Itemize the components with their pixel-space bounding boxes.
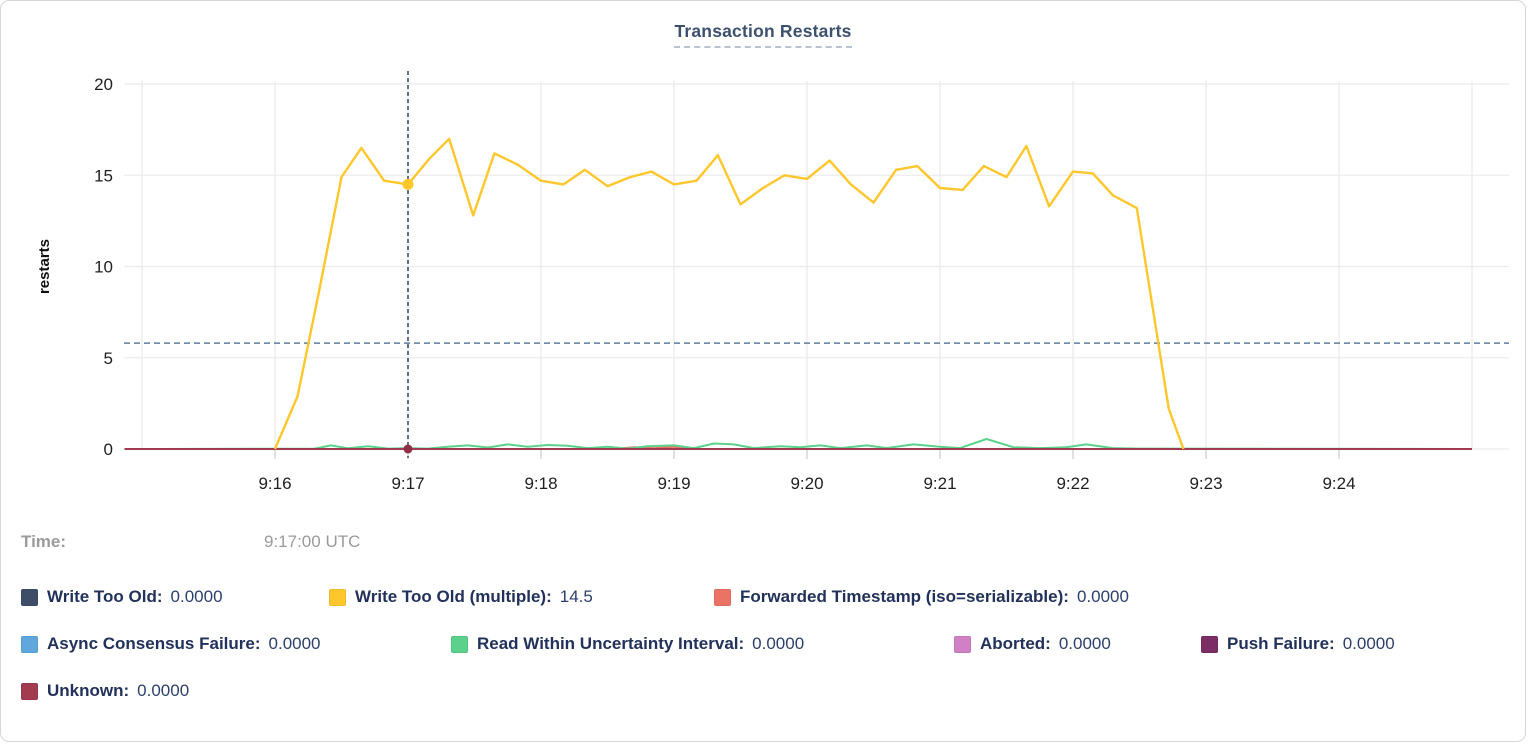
chart-plot-area[interactable]: 0 5 10 15 20 9:16 9:17 9:18 9:19 9:20 9:21 9:22 9:23… [1, 53, 1526, 518]
chart-title-wrap: Transaction Restarts [1, 21, 1525, 48]
legend-label: Write Too Old: [47, 587, 163, 606]
x-tick-label: 9:20 [790, 474, 823, 493]
legend-item-read-within-uncertainty-interval[interactable]: Read Within Uncertainty Interval: 0.0000 [451, 634, 804, 654]
legend-row-3: Unknown: 0.0000 [1, 681, 1525, 707]
legend-item-aborted[interactable]: Aborted: 0.0000 [954, 634, 1111, 654]
legend-value: 0.0000 [752, 634, 805, 653]
legend-value: 0.0000 [1058, 634, 1111, 653]
series-line-read-within-uncertainty-interval [155, 438, 1473, 450]
forwarded-timestamp-iso-serializable-swatch-icon [714, 588, 731, 606]
aborted-swatch-icon [954, 635, 971, 653]
legend-item-async-consensus-failure[interactable]: Async Consensus Failure: 0.0000 [21, 634, 321, 654]
legend-row-2: Async Consensus Failure: 0.0000 Read Withi… [1, 634, 1525, 660]
y-tick-label: 5 [104, 349, 113, 368]
x-tick-label: 9:21 [923, 474, 956, 493]
y-tick-label: 10 [94, 258, 113, 277]
legend-value: 0.0000 [268, 634, 321, 653]
legend-item-push-failure[interactable]: Push Failure: 0.0000 [1201, 634, 1395, 654]
cursor-time-row: Time: 9:17:00 UTC [1, 532, 1525, 558]
legend-value: 0.0000 [137, 681, 190, 700]
x-tick-label: 9:18 [524, 474, 557, 493]
legend-row-1: Write Too Old: 0.0000 Write Too Old (multi… [1, 587, 1525, 613]
series-line-write-too-old-multiple [273, 137, 1185, 450]
x-tick-label: 9:23 [1189, 474, 1222, 493]
legend-label: Push Failure: [1227, 634, 1335, 653]
legend-item-forwarded-timestamp-iso-serializable[interactable]: Forwarded Timestamp (iso=serializable): 0… [714, 587, 1129, 607]
cursor-time-label: Time: [21, 532, 67, 551]
push-failure-swatch-icon [1201, 635, 1218, 653]
legend-value: 14.5 [559, 587, 593, 606]
write-too-old-swatch-icon [21, 588, 38, 606]
hover-dot-write-too-old-multiple [402, 178, 414, 190]
hover-dot-unknown [403, 444, 413, 454]
chart-title[interactable]: Transaction Restarts [674, 21, 852, 48]
legend-item-write-too-old-multiple[interactable]: Write Too Old (multiple): 14.5 [329, 587, 593, 607]
unknown-swatch-icon [21, 682, 38, 700]
legend-value: 0.0000 [170, 587, 223, 606]
y-tick-label: 0 [104, 440, 113, 459]
cursor-time-value: 9:17:00 UTC [264, 532, 361, 551]
x-tick-label: 9:24 [1322, 474, 1355, 493]
legend-label: Forwarded Timestamp (iso=serializable): [740, 587, 1069, 606]
x-tick-label: 9:16 [258, 474, 291, 493]
y-tick-label: 20 [94, 75, 113, 94]
x-tick-label: 9:19 [657, 474, 690, 493]
legend-label: Read Within Uncertainty Interval: [477, 634, 745, 653]
y-tick-label: 15 [94, 166, 113, 185]
y-axis-label: restarts [36, 239, 53, 294]
legend-item-write-too-old[interactable]: Write Too Old: 0.0000 [21, 587, 223, 607]
legend-value: 0.0000 [1076, 587, 1129, 606]
x-tick-label: 9:22 [1056, 474, 1089, 493]
async-consensus-failure-swatch-icon [21, 635, 38, 653]
legend-value: 0.0000 [1342, 634, 1395, 653]
legend-item-unknown[interactable]: Unknown: 0.0000 [21, 681, 189, 701]
legend-label: Async Consensus Failure: [47, 634, 261, 653]
legend-label: Unknown: [47, 681, 130, 700]
write-too-old-multiple-swatch-icon [329, 588, 346, 606]
read-within-uncertainty-interval-swatch-icon [451, 635, 468, 653]
x-tick-label: 9:17 [391, 474, 424, 493]
legend-label: Write Too Old (multiple): [355, 587, 552, 606]
legend-label: Aborted: [980, 634, 1051, 653]
